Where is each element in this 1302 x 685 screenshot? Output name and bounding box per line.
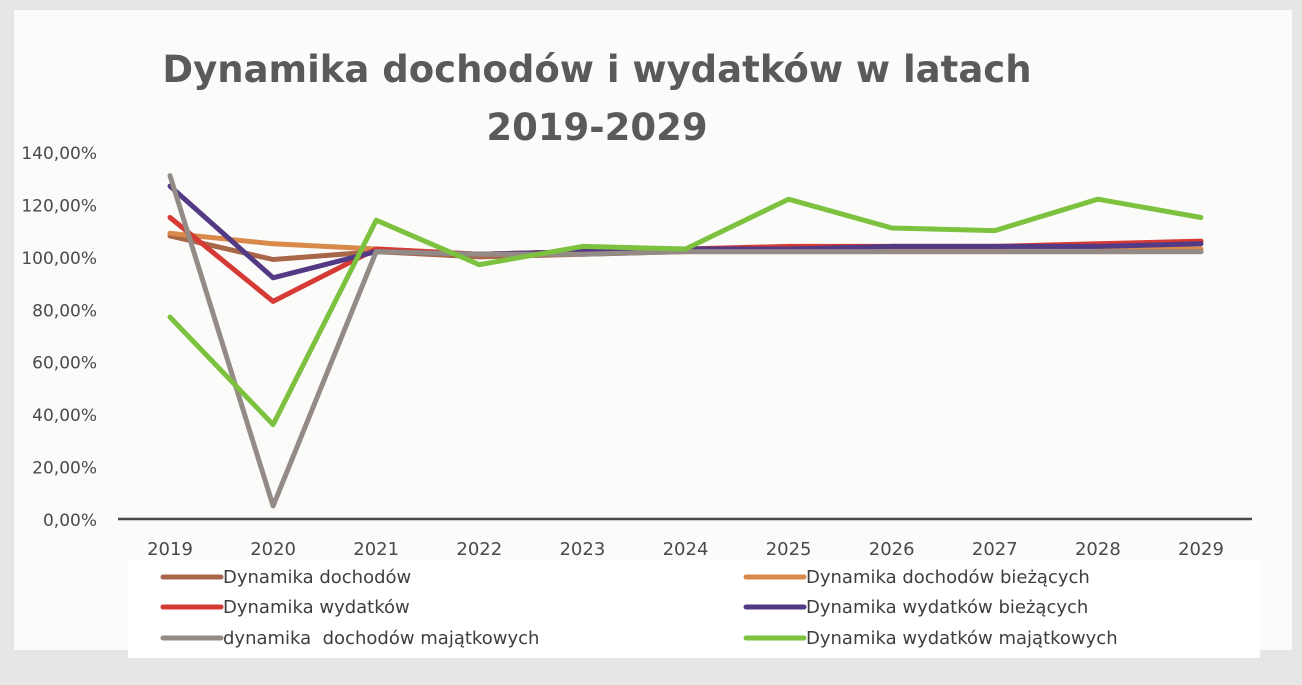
y-tick-label: 120,00% [21,196,97,216]
y-tick-label: 60,00% [32,354,97,374]
chart-title-line-1: Dynamika dochodów i wydatków w latach [162,48,1031,91]
x-tick-label: 2025 [766,539,812,560]
legend-label: Dynamika wydatków bieżących [806,597,1088,618]
x-tick-label: 2023 [559,539,605,560]
series-lines [167,173,1204,509]
y-tick-label: 0,00% [43,511,97,531]
legend-label: Dynamika wydatków [223,597,410,618]
y-tick-label: 80,00% [32,301,97,321]
legend: Dynamika dochodów Dynamika dochodów bieżą… [160,567,1118,649]
y-tick-label: 140,00% [21,144,97,164]
legend-label: Dynamika dochodów bieżących [806,567,1090,588]
x-tick-label: 2027 [972,539,1018,560]
chart-background [14,10,1292,650]
legend-label: dynamika dochodów majątkowych [223,628,539,649]
chart-title-line-2: 2019-2029 [486,106,707,149]
legend-background [128,560,1260,658]
y-tick-label: 100,00% [21,249,97,269]
legend-label: Dynamika dochodów [223,567,411,588]
x-axis-ticks: 2019 2020 2021 2022 2023 2024 2025 2026 2027 2028… [147,539,1224,560]
x-tick-label: 2020 [250,539,296,560]
y-tick-label: 40,00% [32,406,97,426]
x-tick-label: 2026 [869,539,915,560]
y-axis-ticks: 0,00% 20,00% 40,00% 60,00% 80,00% 100,00% 120,… [21,144,97,531]
x-tick-label: 2019 [147,539,193,560]
x-tick-label: 2024 [663,539,709,560]
legend-label: Dynamika wydatków majątkowych [806,628,1118,649]
x-tick-label: 2021 [353,539,399,560]
x-tick-label: 2029 [1178,539,1224,560]
x-tick-label: 2022 [456,539,502,560]
y-tick-label: 20,00% [32,459,97,479]
series-line [167,173,1204,509]
series-line [167,196,1204,428]
x-tick-label: 2028 [1075,539,1121,560]
